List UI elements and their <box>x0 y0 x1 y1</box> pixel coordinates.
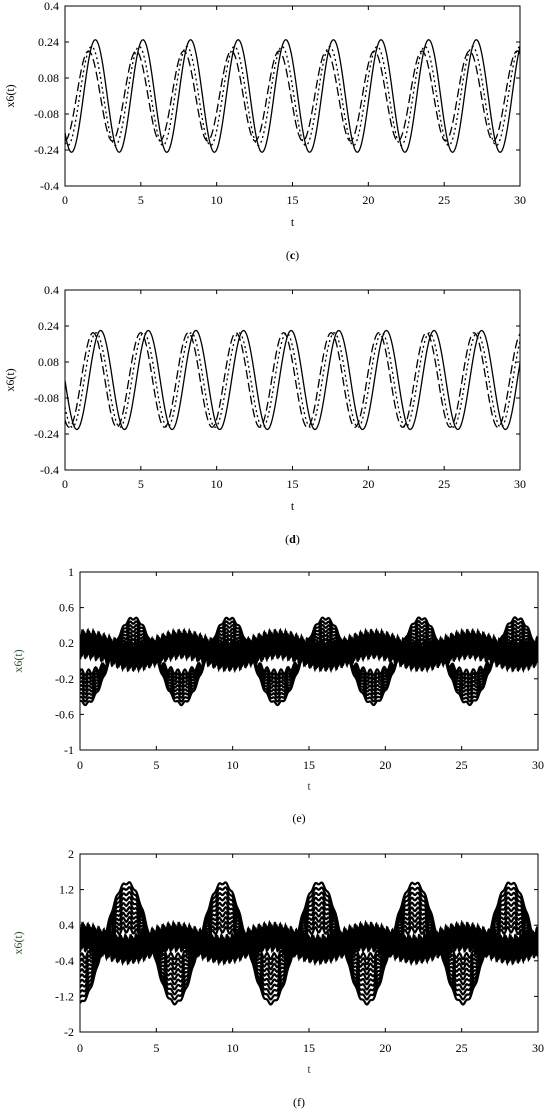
series-line-solid <box>65 39 520 153</box>
series-group <box>65 329 520 431</box>
x-tick-label: 30 <box>514 477 526 491</box>
x-tick-label: 20 <box>362 477 374 491</box>
x-tick-label: 20 <box>379 1041 391 1055</box>
x-tick-label: 5 <box>153 1041 159 1055</box>
x-tick-label: 0 <box>62 193 68 207</box>
x-tick-label: 15 <box>303 1041 315 1055</box>
y-axis-title: x6(t) <box>11 931 25 954</box>
y-axis-title: x6(t) <box>3 368 17 391</box>
y-tick-label: -1.2 <box>55 989 74 1003</box>
y-tick-label: 2 <box>68 847 74 861</box>
panel-d: 0.4 0.24 0.08 -0.08 -0.24 -0.40 5 10 15 20 25 30 t x6… <box>3 283 526 546</box>
x-tick-label: 10 <box>211 477 223 491</box>
y-tick-label: -1 <box>64 743 74 757</box>
x-tick-label: 30 <box>532 758 544 772</box>
series-line-dotted <box>65 45 520 147</box>
y-tick-label: -2 <box>64 1025 74 1039</box>
x-tick-label: 25 <box>438 193 450 207</box>
y-tick-label: -0.24 <box>34 427 59 441</box>
panel-f: 2 1.2 0.4 -0.4 -1.2 -20 5 10 15 20 25 30 t x6(t) (f) <box>11 847 544 1109</box>
series-group <box>80 881 538 1006</box>
plot-frame <box>64 289 521 471</box>
panel-caption: (e) <box>292 811 305 825</box>
x-tick-label: 25 <box>456 758 468 772</box>
series-line <box>80 919 538 967</box>
series-line-solid <box>65 329 520 431</box>
x-tick-label: 0 <box>77 758 83 772</box>
x-axis-title: t <box>307 1062 311 1076</box>
x-tick-label: 20 <box>362 193 374 207</box>
x-tick-label: 0 <box>77 1041 83 1055</box>
y-tick-label: 0.4 <box>44 0 59 13</box>
series-line-dashed <box>65 332 520 428</box>
x-tick-label: 10 <box>227 1041 239 1055</box>
panel-e: 1 0.6 0.2 -0.2 -0.6 -10 5 10 15 20 25 30 t x6(t) (e) <box>11 565 544 825</box>
x-tick-label: 0 <box>62 477 68 491</box>
panel-caption: (d) <box>285 532 300 546</box>
x-tick-label: 5 <box>138 477 144 491</box>
x-tick-label: 25 <box>438 477 450 491</box>
x-tick-label: 30 <box>514 193 526 207</box>
y-tick-label: 0.08 <box>38 355 59 369</box>
x-tick-label: 10 <box>227 758 239 772</box>
panel-caption: (c) <box>286 248 299 262</box>
y-tick-label: 1 <box>68 565 74 579</box>
series-group <box>65 39 520 153</box>
y-axis-title: x6(t) <box>3 84 17 107</box>
panel-c: 0.4 0.24 0.08 -0.08 -0.24 -0.40 5 10 15 20 25 30 t x6… <box>3 0 526 262</box>
y-tick-label: 0.08 <box>38 71 59 85</box>
x-axis-title: t <box>291 499 295 513</box>
x-tick-label: 10 <box>211 193 223 207</box>
y-tick-label: -0.2 <box>55 672 74 686</box>
x-tick-label: 15 <box>287 193 299 207</box>
x-tick-label: 25 <box>456 1041 468 1055</box>
y-tick-label: 0.2 <box>59 636 74 650</box>
panel-caption: (f) <box>293 1095 305 1109</box>
plot-frame <box>64 5 521 187</box>
y-tick-label: 0.6 <box>59 601 74 615</box>
series-group <box>80 616 538 707</box>
y-tick-label: 0.4 <box>44 283 59 297</box>
x-axis-title: t <box>291 215 295 229</box>
y-tick-label: 1.2 <box>59 883 74 897</box>
x-axis-title: t <box>307 779 311 793</box>
y-tick-label: -0.6 <box>55 707 74 721</box>
y-tick-label: 0.24 <box>38 35 59 49</box>
series-line <box>80 627 538 674</box>
y-tick-label: -0.4 <box>40 179 59 193</box>
x-tick-label: 15 <box>287 477 299 491</box>
x-tick-label: 15 <box>303 758 315 772</box>
series-line <box>80 881 538 1006</box>
y-tick-label: 0.24 <box>38 319 59 333</box>
x-tick-label: 30 <box>532 1041 544 1055</box>
x-tick-label: 5 <box>138 193 144 207</box>
y-axis-title: x6(t) <box>11 649 25 672</box>
x-tick-label: 5 <box>153 758 159 772</box>
y-tick-label: -0.24 <box>34 143 59 157</box>
x-tick-label: 20 <box>379 758 391 772</box>
y-tick-label: 0.4 <box>59 918 74 932</box>
y-tick-label: -0.08 <box>34 391 59 405</box>
y-tick-label: -0.4 <box>40 463 59 477</box>
series-line-dashed <box>65 50 520 142</box>
y-tick-label: -0.08 <box>34 107 59 121</box>
y-tick-label: -0.4 <box>55 954 74 968</box>
